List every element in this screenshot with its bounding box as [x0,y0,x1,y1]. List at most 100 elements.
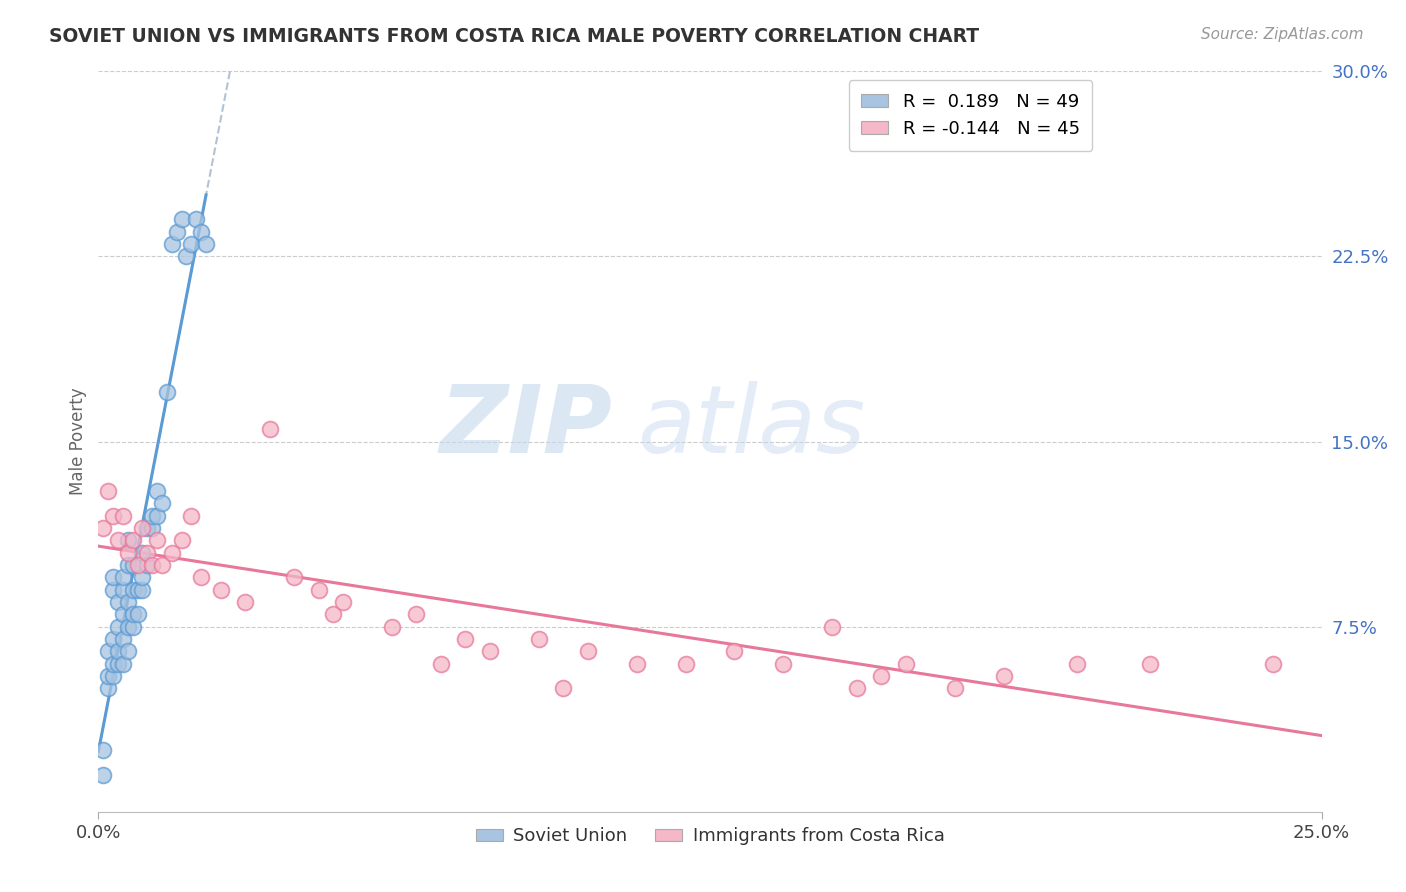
Point [117,644,139,658]
Y-axis label: Male Poverty: Male Poverty [69,388,87,495]
Point [101,508,124,523]
Point [195,237,218,252]
Point [131,570,153,584]
Point [101,632,124,646]
Point [111,508,134,523]
Point [117,619,139,633]
Point [117,558,139,572]
Point [156,385,179,400]
Point [723,644,745,658]
Point [1261,657,1284,671]
Point [478,644,501,658]
Point [97,681,120,696]
Point [117,595,139,609]
Point [107,644,129,658]
Point [870,669,893,683]
Point [150,558,173,572]
Point [527,632,550,646]
Point [283,570,305,584]
Point [127,558,149,572]
Point [180,237,202,252]
Point [576,644,599,658]
Legend: R =  0.189   N = 49, R = -0.144   N = 45: R = 0.189 N = 49, R = -0.144 N = 45 [848,80,1092,151]
Point [993,669,1015,683]
Point [170,212,193,227]
Point [97,644,120,658]
Point [209,582,232,597]
Point [111,607,134,622]
Point [131,546,153,560]
Point [101,669,124,683]
Point [97,669,120,683]
Point [141,521,163,535]
Point [160,237,183,252]
Point [91,521,114,535]
Text: SOVIET UNION VS IMMIGRANTS FROM COSTA RICA MALE POVERTY CORRELATION CHART: SOVIET UNION VS IMMIGRANTS FROM COSTA RI… [49,27,980,45]
Point [553,681,575,696]
Point [127,582,149,597]
Point [107,657,129,671]
Point [131,582,153,597]
Text: atlas: atlas [637,381,865,472]
Point [430,657,453,671]
Point [180,508,202,523]
Point [894,657,917,671]
Point [107,619,129,633]
Text: ZIP: ZIP [439,381,612,473]
Point [101,657,124,671]
Point [259,422,281,436]
Point [146,508,169,523]
Point [111,570,134,584]
Point [97,483,120,498]
Point [170,533,193,548]
Point [381,619,404,633]
Point [160,546,183,560]
Point [141,558,163,572]
Point [166,225,188,239]
Point [141,508,163,523]
Point [121,607,143,622]
Point [626,657,648,671]
Point [91,767,114,781]
Point [186,212,208,227]
Point [150,496,173,510]
Point [308,582,330,597]
Point [121,582,143,597]
Point [136,546,159,560]
Point [772,657,794,671]
Point [121,533,143,548]
Point [101,570,124,584]
Point [131,521,153,535]
Point [136,558,159,572]
Point [1139,657,1161,671]
Point [117,546,139,560]
Point [121,619,143,633]
Point [111,632,134,646]
Point [146,483,169,498]
Point [454,632,477,646]
Point [405,607,427,622]
Point [332,595,354,609]
Point [146,533,169,548]
Point [675,657,697,671]
Point [121,558,143,572]
Point [845,681,868,696]
Point [233,595,256,609]
Point [1066,657,1088,671]
Point [322,607,344,622]
Point [91,743,114,757]
Point [176,249,198,264]
Point [107,595,129,609]
Point [117,533,139,548]
Point [111,657,134,671]
Point [127,607,149,622]
Point [190,225,212,239]
Point [101,582,124,597]
Text: Source: ZipAtlas.com: Source: ZipAtlas.com [1201,27,1364,42]
Point [943,681,966,696]
Point [111,582,134,597]
Point [821,619,844,633]
Point [190,570,212,584]
Point [136,521,159,535]
Point [107,533,129,548]
